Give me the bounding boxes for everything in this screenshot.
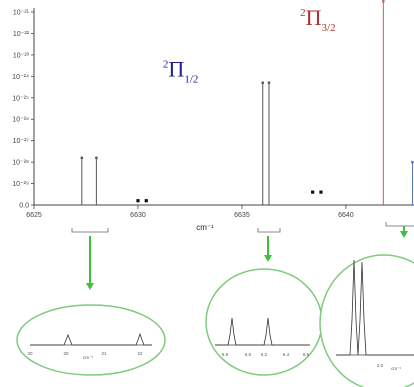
inset-3-xlabel: cm⁻¹ — [391, 366, 401, 371]
main-plot: 0.0 10⁻²⁹ 10⁻²⁸ 10⁻²⁷ 10⁻²⁶ 10⁻²⁵ 10⁻²⁴ 10⁻²³ 10… — [12, 0, 414, 232]
term-label-pi-three-half: 2Π3/2 — [300, 5, 335, 34]
spectral-line-cap — [80, 156, 84, 160]
spectral-line-cap — [382, 0, 385, 3]
y-tick-label: 10⁻²¹ — [13, 10, 30, 17]
spectral-line-cap — [267, 81, 271, 84]
x-ticks: 6625 6630 6635 6640 — [26, 205, 354, 219]
zoom-bracket-1 — [71, 228, 109, 233]
inset-zoom-3: 2.0 cm⁻¹ — [319, 254, 414, 387]
y-ticks: 0.0 10⁻²⁹ 10⁻²⁸ 10⁻²⁷ 10⁻²⁶ 10⁻²⁵ 10⁻²⁴ 10⁻²³ 10… — [12, 10, 34, 210]
zoom-arrow-head — [264, 255, 272, 262]
inset-tick-label: 6.0 — [245, 352, 252, 357]
inset-3-border — [319, 254, 414, 387]
x-axis-label: cm⁻¹ — [196, 223, 214, 232]
marker-points — [136, 190, 323, 203]
zoom-indicators — [71, 222, 414, 290]
inset-tick-label: 20 — [27, 351, 33, 356]
inset-3-trace — [336, 259, 414, 356]
inset-tick-label: 6.4 — [283, 352, 290, 357]
spectral-lines — [80, 0, 414, 205]
x-tick-label: 6625 — [26, 212, 42, 219]
spectral-line-cap — [411, 160, 414, 164]
zoom-bracket-2 — [257, 228, 281, 233]
x-tick-label: 6630 — [130, 212, 146, 219]
term-label-pi-half: 2Π1/2 — [163, 56, 198, 85]
inset-1-xlabel: cm⁻¹ — [83, 355, 93, 360]
inset-tick-label: 6.2 — [261, 352, 268, 357]
y-tick-label: 10⁻²⁹ — [12, 181, 29, 188]
inset-tick-label: 5.8 — [222, 352, 229, 357]
y-tick-label: 10⁻²⁸ — [12, 160, 29, 167]
y-tick-label: 10⁻²⁷ — [13, 138, 30, 145]
zoom-bracket-3 — [385, 222, 414, 227]
marker-point — [311, 190, 315, 194]
inset-tick-label: 21 — [101, 351, 107, 356]
y-tick-label: 10⁻²³ — [13, 52, 30, 59]
inset-tick-label: 2.0 — [377, 363, 384, 368]
spectral-line-cap — [261, 81, 264, 84]
y-tick-label: 10⁻²⁴ — [12, 74, 29, 81]
inset-2-trace — [215, 317, 310, 346]
zoom-arrow-head — [86, 283, 94, 290]
x-tick-label: 6640 — [338, 212, 354, 219]
spectral-line-cap — [95, 156, 98, 160]
inset-tick-label: 6.6 — [303, 352, 310, 357]
marker-point — [144, 199, 148, 203]
inset-tick-label: 20 — [63, 351, 69, 356]
inset-1-trace — [30, 332, 152, 346]
inset-2-border — [205, 268, 323, 376]
inset-tick-label: 22 — [137, 351, 143, 356]
y-tick-label: 10⁻²² — [13, 31, 30, 38]
inset-zoom-2: 5.8 6.0 6.2 6.4 6.6 — [205, 268, 323, 376]
y-tick-label: 10⁻²⁶ — [12, 117, 29, 124]
marker-point — [319, 190, 323, 194]
marker-point — [136, 199, 140, 203]
inset-zoom-1: 20 20 21 22 cm⁻¹ — [16, 304, 166, 376]
zoom-arrow-head — [400, 231, 408, 238]
y-tick-label: 10⁻²⁵ — [12, 95, 29, 102]
y-tick-label: 0.0 — [19, 203, 29, 210]
x-tick-label: 6635 — [234, 212, 250, 219]
inset-1-border — [16, 304, 166, 376]
